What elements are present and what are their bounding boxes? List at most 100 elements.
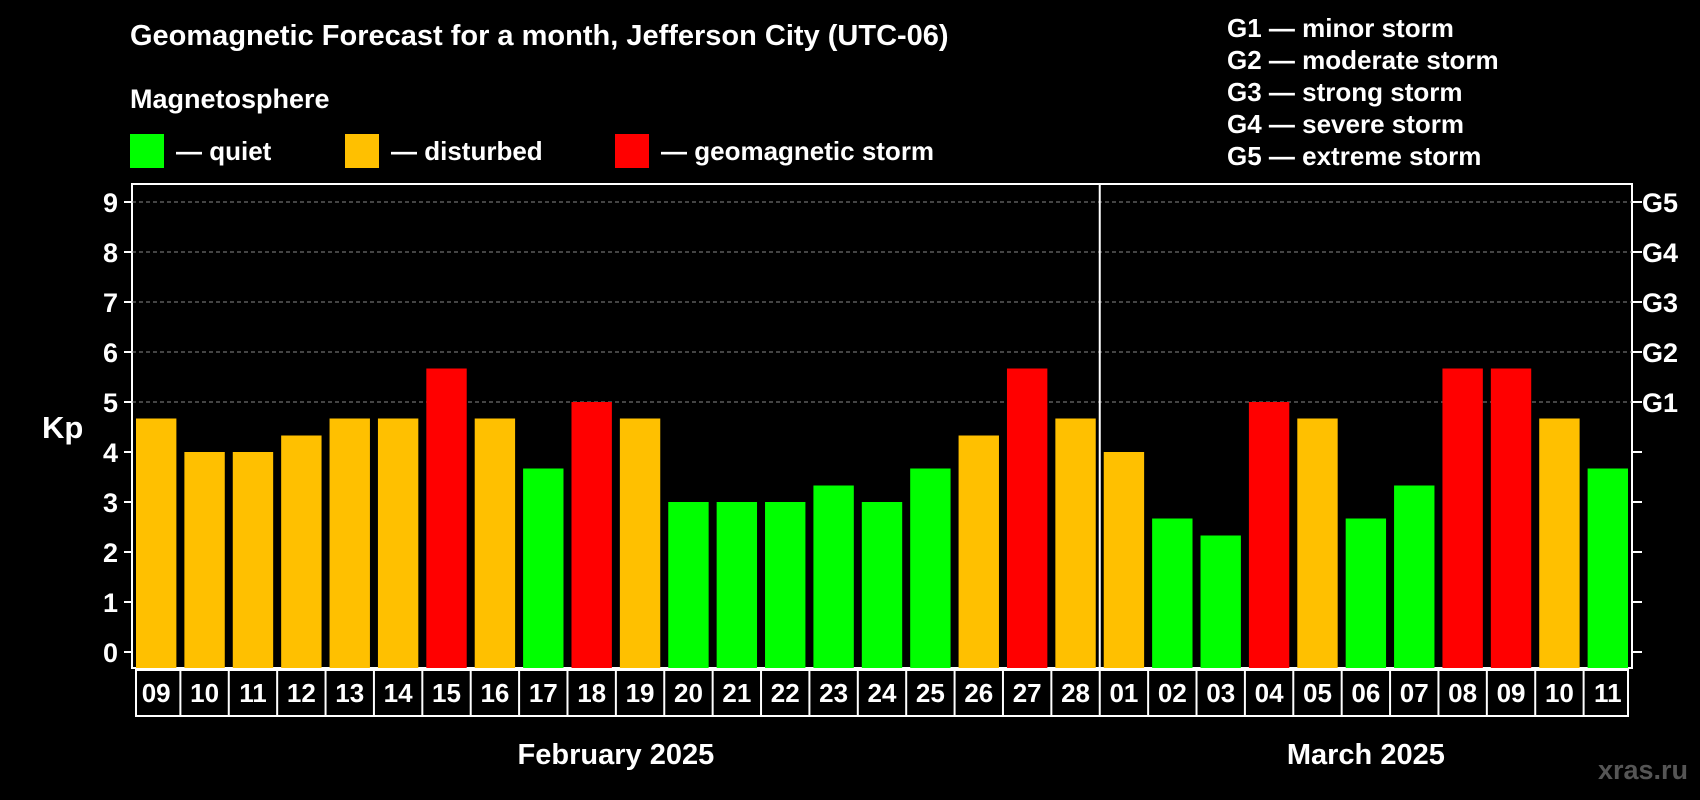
date-label: 17 [529,678,558,708]
storm-level-tick-label: G5 [1642,188,1678,218]
y-tick-label: 6 [103,338,118,368]
legend-disturbed: — disturbed [345,134,543,168]
bar-16-7 [474,418,516,668]
bar-20-11 [668,502,709,668]
legend-swatch-storm [615,134,649,168]
storm-level-tick-label: G1 [1642,388,1678,418]
bar-13-4 [329,418,370,668]
legend-label-quiet: — quiet [176,135,272,166]
bar-28-19 [1055,418,1096,668]
date-label: 28 [1061,678,1090,708]
bar-25-16 [910,468,951,668]
bar-17-8 [523,468,564,668]
legend-quiet: — quiet [130,134,271,168]
date-label: 06 [1351,678,1380,708]
date-label: 23 [819,678,848,708]
date-label: 02 [1158,678,1187,708]
bar-09-28 [1490,368,1532,668]
storm-level-g5: G5 — extreme storm [1227,141,1482,171]
bar-08-27 [1442,368,1483,668]
bar-11-30 [1587,468,1628,668]
bar-26-17 [958,435,999,668]
bar-27-18 [1006,368,1048,668]
bar-23-14 [813,485,854,668]
bar-24-15 [861,502,903,668]
date-label: 15 [432,678,461,708]
date-label: 22 [771,678,800,708]
date-label: 01 [1109,678,1138,708]
storm-level-g4: G4 — severe storm [1227,109,1465,139]
date-label: 20 [674,678,703,708]
bar-07-26 [1394,485,1435,668]
date-label: 11 [1594,678,1622,708]
bar-19-10 [619,418,661,668]
bar-09-0 [136,418,177,668]
y-axis-label: Kp [42,410,84,445]
date-label: 08 [1448,678,1477,708]
date-label: 09 [142,678,171,708]
bar-12-3 [281,435,322,668]
bar-18-9 [571,402,612,668]
date-label: 24 [868,678,897,708]
bar-05-24 [1297,418,1338,668]
date-label: 14 [384,678,413,708]
y-tick-label: 4 [103,438,118,468]
chart-title: Geomagnetic Forecast for a month, Jeffer… [130,20,949,52]
storm-level-g1: G1 — minor storm [1227,13,1454,43]
legend-swatch-quiet [130,134,164,168]
date-label: 19 [626,678,655,708]
y-tick-label: 7 [103,288,118,318]
legend-label-disturbed: — disturbed [391,135,543,166]
date-label: 27 [1013,678,1042,708]
y-tick-label: 5 [103,388,118,418]
y-tick-label: 1 [103,588,118,618]
bar-15-6 [426,368,467,668]
storm-level-tick-label: G3 [1642,288,1678,318]
bar-22-13 [765,502,806,668]
bar-01-20 [1103,452,1145,668]
storm-level-g2: G2 — moderate storm [1227,45,1499,75]
date-label: 21 [722,678,751,708]
bar-02-21 [1152,518,1193,668]
y-tick-label: 3 [103,488,118,518]
watermark: xras.ru [1597,755,1688,785]
date-label: 12 [287,678,316,708]
storm-level-g3: G3 — strong storm [1227,77,1463,107]
storm-level-tick-label: G2 [1642,338,1678,368]
storm-level-tick-label: G4 [1642,238,1678,268]
date-label: 25 [916,678,945,708]
legend-swatch-disturbed [345,134,379,168]
date-label: 07 [1400,678,1429,708]
date-label: 26 [964,678,993,708]
legend-label-storm: — geomagnetic storm [661,135,935,166]
date-axis-box [135,669,1629,717]
bar-10-1 [184,452,225,668]
date-label: 10 [1545,678,1574,708]
bar-03-22 [1200,535,1241,668]
date-label: 03 [1206,678,1235,708]
y-tick-label: 9 [103,188,118,218]
date-label: 09 [1497,678,1526,708]
date-label: 11 [239,678,267,708]
date-label: 05 [1303,678,1332,708]
legend-storm: — geomagnetic storm [615,134,934,168]
date-label: 13 [335,678,364,708]
date-label: 10 [190,678,219,708]
bar-10-29 [1539,418,1580,668]
bar-11-2 [232,452,274,668]
magnetosphere-subtitle: Magnetosphere [130,84,330,114]
date-label: 16 [480,678,509,708]
bar-21-12 [716,502,758,668]
storm-level-legend: G1 — minor storm G2 — moderate storm G3 … [1227,12,1499,172]
bar-04-23 [1248,402,1290,668]
date-label: 04 [1255,678,1284,708]
month-label: February 2025 [518,739,715,771]
bar-06-25 [1345,518,1387,668]
month-label: March 2025 [1287,739,1445,771]
bar-14-5 [377,418,419,668]
y-tick-label: 8 [103,238,118,268]
y-tick-label: 0 [103,638,118,668]
y-tick-label: 2 [103,538,118,568]
date-label: 18 [577,678,606,708]
